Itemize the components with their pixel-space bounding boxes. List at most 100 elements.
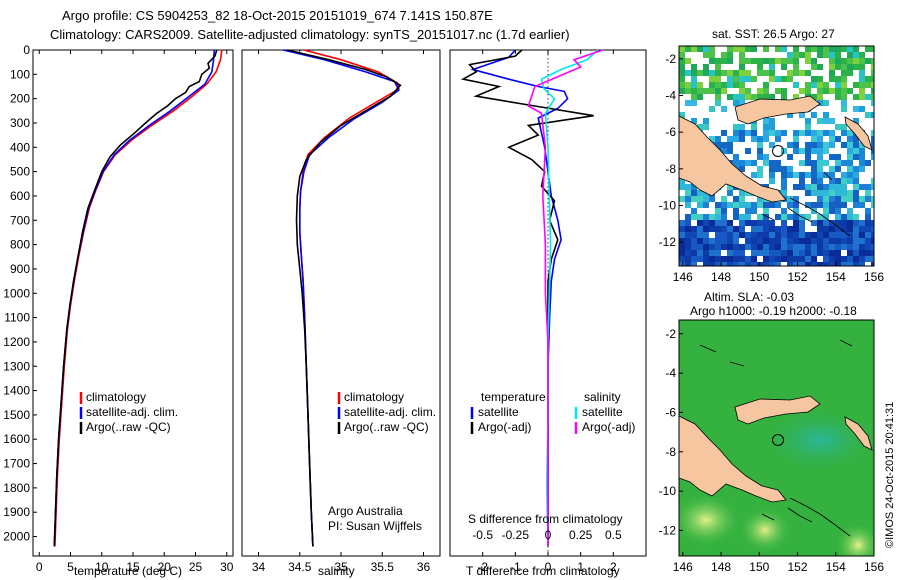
sst-cell — [859, 154, 865, 160]
sst-cell — [841, 220, 847, 226]
sst-cell — [757, 154, 763, 160]
sst-cell — [811, 184, 817, 190]
sst-cell — [745, 76, 751, 82]
sst-cell — [733, 214, 739, 220]
sst-cell — [853, 166, 859, 172]
sst-map-xtick-label: 154 — [826, 270, 846, 284]
sst-cell — [859, 202, 865, 208]
sst-cell — [763, 244, 769, 250]
sst-cell — [691, 64, 697, 70]
difference-series-satellite-salinity — [540, 49, 599, 547]
sst-cell — [739, 226, 745, 232]
sst-cell — [847, 238, 853, 244]
sst-cell — [847, 64, 853, 70]
sst-cell — [871, 202, 874, 208]
sst-cell — [847, 142, 853, 148]
sst-cell — [853, 214, 859, 220]
sst-cells — [679, 46, 874, 266]
sst-cell — [811, 142, 817, 148]
sst-cell — [697, 88, 703, 94]
sst-cell — [805, 172, 811, 178]
sst-cell — [721, 244, 727, 250]
sst-cell — [775, 130, 781, 136]
sst-cell — [715, 244, 721, 250]
sst-cell — [841, 214, 847, 220]
sst-cell — [805, 88, 811, 94]
sst-cell — [757, 166, 763, 172]
sst-cell — [733, 232, 739, 238]
sst-cell — [721, 196, 727, 202]
sst-cell — [805, 46, 811, 52]
sst-cell — [805, 244, 811, 250]
sst-cell — [751, 136, 757, 142]
sst-cell — [871, 196, 874, 202]
sla-map-ytick-label: -4 — [665, 366, 676, 380]
sst-cell — [709, 136, 715, 142]
sst-cell — [763, 202, 769, 208]
sst-cell — [781, 226, 787, 232]
sst-map-ytick-label: -6 — [665, 125, 676, 139]
sla-map-ytick-label: -10 — [659, 484, 677, 498]
difference-xtick-label: 2 — [610, 560, 617, 574]
sst-cell — [727, 70, 733, 76]
salinity-xtick-label: 34 — [252, 560, 266, 574]
sst-cell — [739, 94, 745, 100]
sst-cell — [691, 88, 697, 94]
sst-cell — [739, 166, 745, 172]
sst-cell — [745, 232, 751, 238]
sst-cell — [823, 184, 829, 190]
salinity-xtick-label: 35.5 — [371, 560, 395, 574]
sst-cell — [847, 52, 853, 58]
sst-cell — [835, 58, 841, 64]
sst-cell — [817, 250, 823, 256]
sst-cell — [859, 238, 865, 244]
salinity-series-climatology — [298, 49, 400, 547]
sst-cell — [781, 220, 787, 226]
sst-cell — [709, 88, 715, 94]
sst-cell — [733, 124, 739, 130]
sst-cell — [757, 136, 763, 142]
sst-cell — [733, 226, 739, 232]
sst-cell — [745, 262, 751, 266]
sla-map-ytick-label: -6 — [665, 405, 676, 419]
sst-cell — [799, 220, 805, 226]
sst-cell — [805, 58, 811, 64]
sst-cell — [835, 208, 841, 214]
sst-cell — [739, 232, 745, 238]
sst-cell — [817, 178, 823, 184]
sst-cell — [847, 262, 853, 266]
sst-cell — [739, 244, 745, 250]
sst-cell — [805, 124, 811, 130]
sst-map-ytick-label: -12 — [659, 235, 677, 249]
sst-cell — [841, 160, 847, 166]
sst-cell — [823, 118, 829, 124]
sst-cell — [727, 184, 733, 190]
sst-cell — [835, 238, 841, 244]
sst-cell — [715, 88, 721, 94]
sst-cell — [703, 46, 709, 52]
sst-cell — [793, 82, 799, 88]
sst-cell — [787, 76, 793, 82]
sst-cell — [865, 232, 871, 238]
sst-cell — [739, 100, 745, 106]
sst-cell — [829, 136, 835, 142]
sst-cell — [709, 82, 715, 88]
sst-cell — [793, 250, 799, 256]
difference-s-tick-label: 0 — [545, 528, 552, 542]
sst-cell — [799, 88, 805, 94]
sst-cell — [721, 52, 727, 58]
sst-cell — [781, 238, 787, 244]
sst-cell — [691, 94, 697, 100]
sst-cell — [817, 262, 823, 266]
sst-cell — [703, 214, 709, 220]
sst-cell — [727, 76, 733, 82]
sst-cell — [823, 100, 829, 106]
sst-cell — [715, 226, 721, 232]
sst-cell — [847, 232, 853, 238]
sst-cell — [829, 244, 835, 250]
sst-cell — [697, 124, 703, 130]
sst-cell — [727, 238, 733, 244]
sst-cell — [787, 70, 793, 76]
sst-cell — [769, 250, 775, 256]
sst-cell — [817, 94, 823, 100]
